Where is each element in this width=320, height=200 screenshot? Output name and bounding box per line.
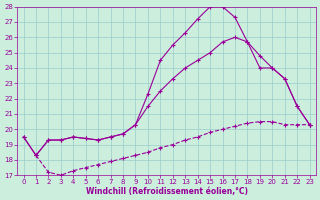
X-axis label: Windchill (Refroidissement éolien,°C): Windchill (Refroidissement éolien,°C) (85, 187, 248, 196)
